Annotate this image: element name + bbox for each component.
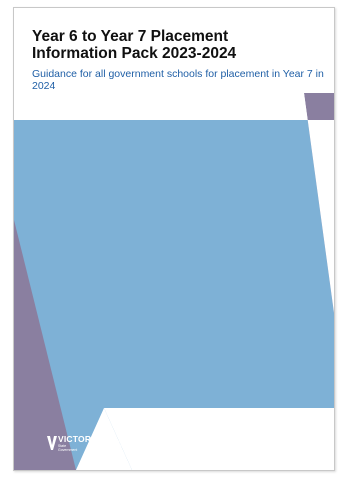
- white-wedge-top-right: [284, 93, 334, 313]
- logo-wordmark-group: VICTORIA State Government: [58, 433, 101, 452]
- victoria-government-logo: VICTORIA State Government Department of …: [47, 430, 133, 456]
- cover-graphic: [14, 93, 334, 470]
- logo-wordmark: VICTORIA: [58, 433, 101, 444]
- document-title-line-2: Information Pack 2023-2024: [32, 45, 237, 62]
- purple-panel-bottom-left: [14, 220, 76, 470]
- victoria-v-mark-icon: [47, 436, 57, 450]
- department-line-2: of Education: [111, 443, 134, 448]
- document-title-line-1: Year 6 to Year 7 Placement: [32, 28, 229, 45]
- logo-sub-line-1: State: [58, 443, 67, 448]
- logo-sub-line-2: Government: [58, 447, 78, 452]
- department-name: Department of Education: [111, 438, 133, 448]
- document-title: Year 6 to Year 7 Placement Information P…: [32, 28, 327, 62]
- white-strip-bottom-left: [76, 408, 132, 470]
- blue-panel: [14, 120, 334, 470]
- document-cover-page: Year 6 to Year 7 Placement Information P…: [13, 7, 335, 471]
- department-line-1: Department: [111, 438, 132, 443]
- title-block: Year 6 to Year 7 Placement Information P…: [32, 28, 327, 92]
- logo-divider: [106, 434, 108, 452]
- document-subtitle: Guidance for all government schools for …: [32, 68, 324, 92]
- white-wedge-bottom-right: [104, 408, 334, 470]
